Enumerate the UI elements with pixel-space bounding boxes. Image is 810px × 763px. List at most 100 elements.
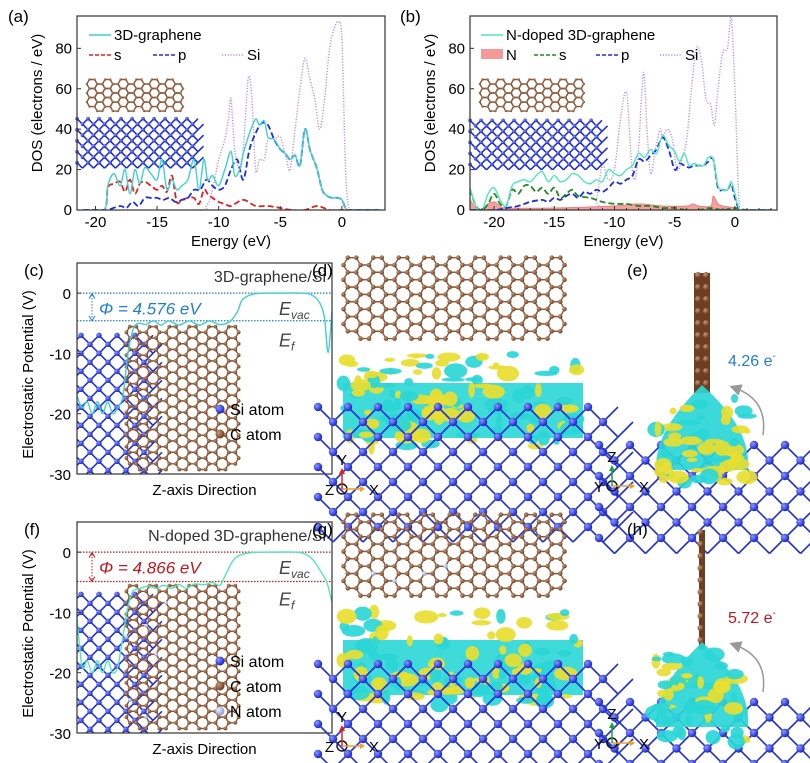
si-atom [553, 402, 563, 412]
x-tick-label: -15 [146, 214, 168, 231]
potential-curve [77, 551, 332, 674]
c-atom [207, 640, 211, 645]
n-atom [164, 600, 168, 605]
c-atom [223, 330, 228, 335]
c-atom [127, 675, 132, 679]
c-atom [144, 330, 149, 335]
graphene-column [694, 273, 710, 393]
c-atom [116, 91, 120, 95]
si-atom [568, 447, 578, 457]
c-atom [417, 549, 423, 554]
c-atom [409, 563, 414, 569]
c-atom [536, 336, 542, 341]
c-atom [187, 439, 192, 443]
c-atom [223, 680, 228, 685]
c-atom [582, 100, 585, 104]
c-atom [353, 585, 359, 591]
c-atom [548, 96, 552, 99]
c-atom [137, 658, 142, 662]
c-atom [481, 314, 487, 319]
c-atom [345, 556, 351, 562]
si-atom [91, 155, 96, 159]
c-atom [358, 549, 363, 554]
c-atom [163, 100, 166, 104]
c-atom [574, 105, 578, 108]
c-atom [223, 600, 228, 605]
c-atom [154, 416, 159, 420]
c-atom [489, 91, 492, 95]
c-atom [164, 646, 168, 651]
axes-frame-b [469, 15, 778, 211]
c-atom [197, 680, 201, 685]
si-bond [135, 533, 144, 542]
c-atom [562, 321, 567, 327]
si-atom [343, 432, 353, 442]
c-atom [207, 439, 211, 443]
charge-density-scene-g: YZ X [313, 512, 634, 763]
c-atom [144, 467, 149, 472]
c-atom [147, 595, 152, 599]
c-atom [236, 433, 241, 438]
c-atom [370, 527, 376, 532]
si-atom [578, 129, 582, 134]
si-atom [687, 533, 697, 543]
charge-transfer-label: 4.26 e- [728, 351, 776, 370]
potential-curve [77, 292, 332, 415]
si-atom [493, 749, 503, 759]
c-atom [142, 91, 146, 95]
isosurface-blob [677, 726, 687, 741]
c-atom [572, 100, 575, 104]
c-atom [134, 416, 139, 420]
x-tick-label: 0 [731, 214, 739, 231]
isosurface [647, 385, 758, 489]
isosurface-blob [656, 730, 678, 743]
si-atom [96, 549, 101, 554]
si-bond [152, 620, 163, 631]
c-atom [532, 270, 538, 275]
si-bond [117, 524, 126, 533]
c-atom [468, 549, 474, 554]
si-atom [672, 518, 681, 527]
si-bond [126, 533, 135, 542]
y-tick-label: -30 [49, 467, 71, 484]
c-atom [223, 623, 228, 628]
si-atom [132, 549, 137, 554]
c-atom [154, 606, 159, 611]
axis-x-arrowhead [360, 743, 365, 749]
c-atom [536, 578, 542, 584]
c-atom [150, 96, 153, 99]
c-atom [226, 347, 231, 352]
c-atom [96, 91, 99, 95]
si-atom [641, 487, 650, 496]
c-atom [124, 680, 129, 685]
c-atom [223, 399, 228, 403]
c-atom [472, 512, 478, 517]
series-n-doped-3d-graphene [470, 134, 771, 210]
c-atom [460, 292, 465, 297]
si-atom [506, 124, 511, 128]
c-atom [127, 461, 132, 466]
c-atom [543, 105, 546, 108]
c-atom [183, 646, 188, 651]
c-atom [532, 314, 538, 319]
c-atom [383, 262, 389, 268]
si-bond [63, 515, 72, 524]
c-atom [494, 593, 499, 598]
si-atom [508, 417, 518, 427]
si-atom [687, 502, 697, 512]
c-atom [455, 284, 461, 290]
c-atom [101, 82, 104, 86]
c-atom [236, 715, 241, 719]
c-atom [430, 556, 436, 562]
c-atom [564, 96, 567, 99]
si-bond [152, 451, 163, 462]
y-axis-label: Electrostatic Potential (V) [20, 549, 37, 717]
axis-left-label: Y [594, 479, 604, 496]
si-atom [539, 135, 544, 139]
c-atom [447, 541, 453, 547]
si-atom [343, 462, 353, 472]
c-atom [157, 433, 162, 438]
si-atom [96, 495, 101, 500]
isosurface-blob [730, 691, 738, 705]
c-atom [187, 324, 192, 329]
